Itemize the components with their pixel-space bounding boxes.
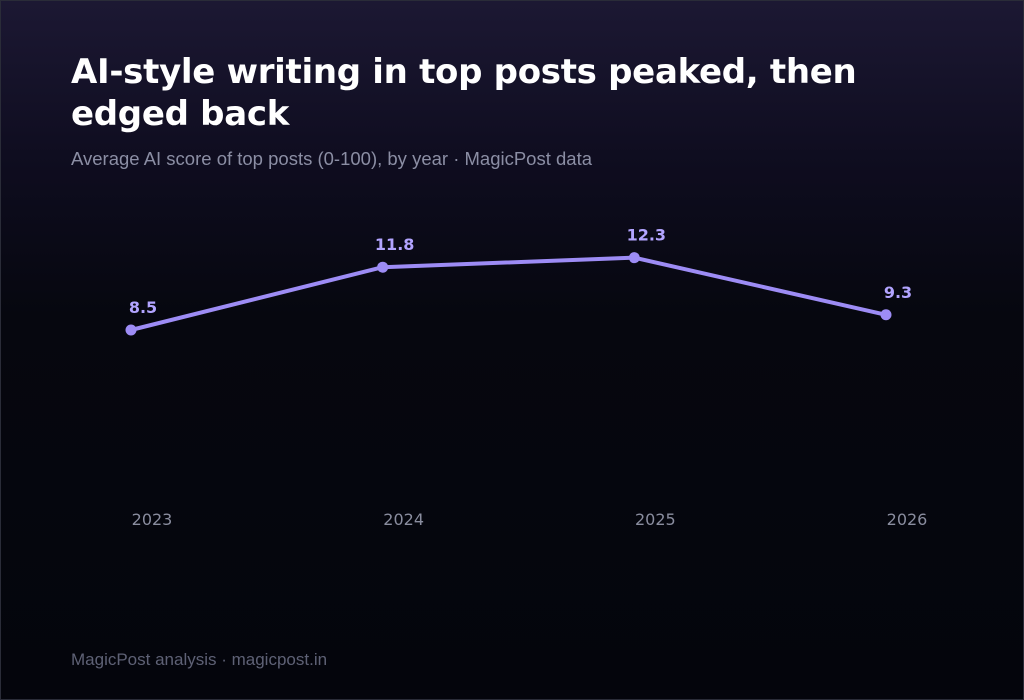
x-tick-2025: 2025: [635, 510, 676, 529]
x-tick-2024: 2024: [383, 510, 424, 529]
data-point-2025: [628, 252, 640, 264]
data-point-2024: [377, 261, 389, 273]
series-lines: [129, 255, 888, 332]
x-tick-2026: 2026: [887, 510, 928, 529]
data-label-2024: 11.8: [375, 235, 414, 254]
x-axis-ticks: 2023 2024 2025 2026: [132, 510, 928, 529]
x-tick-2023: 2023: [132, 510, 173, 529]
series-line: [129, 255, 888, 332]
series-points: [125, 252, 892, 336]
data-labels: 8.5 11.8 12.3 9.3: [129, 226, 912, 317]
data-label-2025: 12.3: [627, 226, 666, 245]
source-footnote: MagicPost analysis · magicpost.in: [71, 650, 328, 669]
data-label-2026: 9.3: [884, 283, 912, 302]
chart-title: AI-style writing in top posts peaked, th…: [71, 52, 857, 134]
chart-subtitle: Average AI score of top posts (0-100), b…: [71, 148, 593, 169]
data-point-2023: [125, 324, 137, 336]
data-label-2023: 8.5: [129, 298, 157, 317]
data-point-2026: [880, 309, 892, 321]
